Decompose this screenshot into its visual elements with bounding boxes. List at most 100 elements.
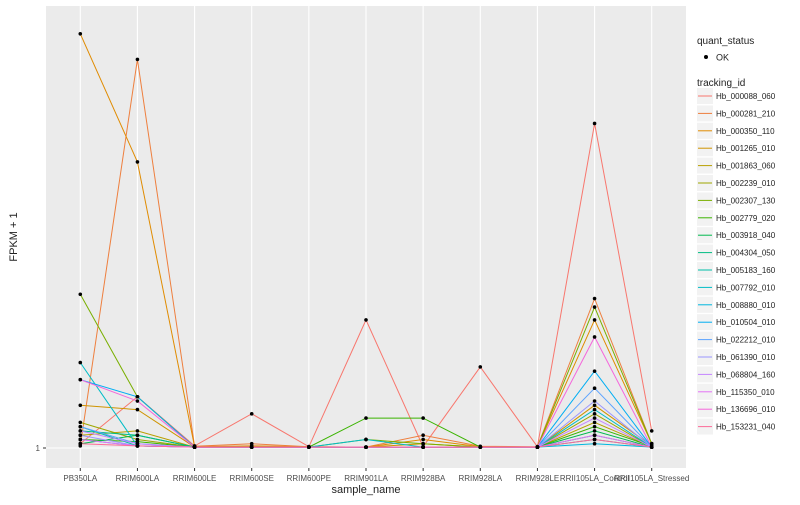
data-point bbox=[78, 403, 83, 408]
data-point bbox=[78, 433, 83, 437]
data-point bbox=[478, 445, 483, 449]
x-tick-label: RRIM600PE bbox=[287, 474, 331, 483]
legend-entry-label: Hb_001863_060 bbox=[716, 162, 776, 171]
legend-entry-label: Hb_022212_010 bbox=[716, 336, 776, 345]
data-point bbox=[592, 399, 597, 403]
data-point bbox=[78, 420, 83, 425]
x-tick-label: PB350LA bbox=[63, 474, 97, 483]
data-point bbox=[592, 429, 597, 433]
data-point bbox=[364, 416, 368, 420]
legend-entry-label: Hb_136696_010 bbox=[716, 405, 776, 414]
data-point bbox=[421, 445, 425, 449]
x-tick-label: RRII105LA_Stressed bbox=[614, 474, 689, 483]
data-point bbox=[592, 318, 597, 322]
axes: PB350LA RRIM600LA RRIM600LE RRIM600SE RRIM60… bbox=[36, 444, 690, 483]
x-tick-label: RRIM901LA bbox=[344, 474, 388, 483]
data-point bbox=[535, 445, 540, 449]
legend-entry-label: Hb_002779_020 bbox=[716, 214, 776, 223]
data-point bbox=[364, 437, 368, 442]
x-axis-title: sample_name bbox=[331, 484, 400, 496]
data-point bbox=[135, 394, 140, 399]
data-point bbox=[249, 445, 254, 449]
data-point bbox=[78, 429, 83, 433]
y-axis-title: FPKM + 1 bbox=[8, 212, 20, 261]
x-tick-label: RRIM600LA bbox=[116, 474, 160, 483]
data-point bbox=[135, 57, 140, 62]
data-point bbox=[592, 412, 597, 416]
x-tick-label: RRIM928LE bbox=[516, 474, 560, 483]
data-point bbox=[135, 433, 140, 437]
data-point bbox=[364, 318, 368, 322]
data-point bbox=[592, 305, 597, 309]
x-tick-label: RRIM600LE bbox=[173, 474, 217, 483]
legend-entry-label: Hb_010504_010 bbox=[716, 318, 776, 327]
x-tick-label: RRIM928BA bbox=[401, 474, 446, 483]
legend-entry-label: Hb_005183_160 bbox=[716, 266, 776, 275]
data-point bbox=[78, 377, 83, 382]
data-point bbox=[592, 407, 597, 412]
data-point bbox=[592, 437, 597, 442]
data-point bbox=[307, 445, 311, 449]
legend-entry-label: Hb_002307_130 bbox=[716, 196, 776, 205]
legend: quant_status OK tracking_id Hb_000088_06… bbox=[697, 36, 776, 435]
legend-label-ok: OK bbox=[716, 53, 729, 63]
data-point bbox=[592, 420, 597, 425]
x-tick-label: RRII105LA_Control bbox=[560, 474, 630, 483]
legend-entries: Hb_000088_060 Hb_000281_210 Hb_000350_110 H… bbox=[697, 88, 776, 435]
data-point bbox=[78, 437, 83, 442]
legend-entry-label: Hb_004304_050 bbox=[716, 249, 776, 258]
data-point bbox=[78, 292, 83, 297]
data-point bbox=[135, 399, 140, 403]
data-point bbox=[135, 429, 140, 433]
legend-entry-label: Hb_000281_210 bbox=[716, 109, 776, 118]
legend-entry-label: Hb_153231_040 bbox=[716, 423, 776, 432]
legend-entry-label: Hb_001265_010 bbox=[716, 144, 776, 153]
data-point bbox=[592, 335, 597, 339]
data-point bbox=[135, 444, 140, 448]
legend-entry-label: Hb_068804_160 bbox=[716, 370, 776, 379]
data-point bbox=[592, 416, 597, 420]
x-tick-label: RRIM600SE bbox=[229, 474, 273, 483]
data-point bbox=[364, 445, 368, 449]
data-point bbox=[192, 445, 197, 449]
data-points bbox=[78, 32, 654, 449]
data-point bbox=[478, 365, 483, 369]
data-point bbox=[421, 433, 425, 437]
legend-entry-label: Hb_000088_060 bbox=[716, 92, 776, 101]
data-point bbox=[421, 441, 425, 446]
data-point bbox=[135, 407, 140, 412]
data-point bbox=[421, 416, 425, 420]
legend-entry-label: Hb_061390_010 bbox=[716, 353, 776, 362]
data-point bbox=[592, 424, 597, 429]
legend-entry-label: Hb_000350_110 bbox=[716, 127, 775, 136]
data-point bbox=[421, 437, 425, 442]
data-point bbox=[592, 121, 597, 126]
legend-entry-label: Hb_008880_010 bbox=[716, 301, 776, 310]
legend-title-quant-status: quant_status bbox=[697, 36, 754, 47]
data-point bbox=[78, 424, 83, 429]
data-point bbox=[592, 403, 597, 408]
data-point bbox=[135, 160, 140, 164]
legend-entry-label: Hb_002239_010 bbox=[716, 179, 776, 188]
data-point bbox=[78, 32, 83, 36]
data-point bbox=[649, 441, 654, 446]
legend-key-ok-point bbox=[704, 55, 708, 59]
data-point bbox=[592, 296, 597, 301]
legend-title-tracking-id: tracking_id bbox=[697, 78, 745, 89]
gridlines bbox=[46, 6, 686, 468]
legend-entry-label: Hb_007792_010 bbox=[716, 283, 776, 292]
data-point bbox=[249, 412, 254, 416]
data-point bbox=[78, 360, 83, 365]
legend-entry-label: Hb_115350_010 bbox=[716, 388, 775, 397]
data-point bbox=[649, 445, 654, 449]
data-point bbox=[592, 441, 597, 446]
data-point bbox=[592, 433, 597, 437]
data-point bbox=[592, 369, 597, 373]
data-point bbox=[78, 441, 83, 446]
data-point bbox=[649, 429, 654, 433]
y-tick-label: 1 bbox=[36, 444, 41, 453]
data-point bbox=[592, 386, 597, 391]
x-tick-label: RRIM928LA bbox=[458, 474, 502, 483]
